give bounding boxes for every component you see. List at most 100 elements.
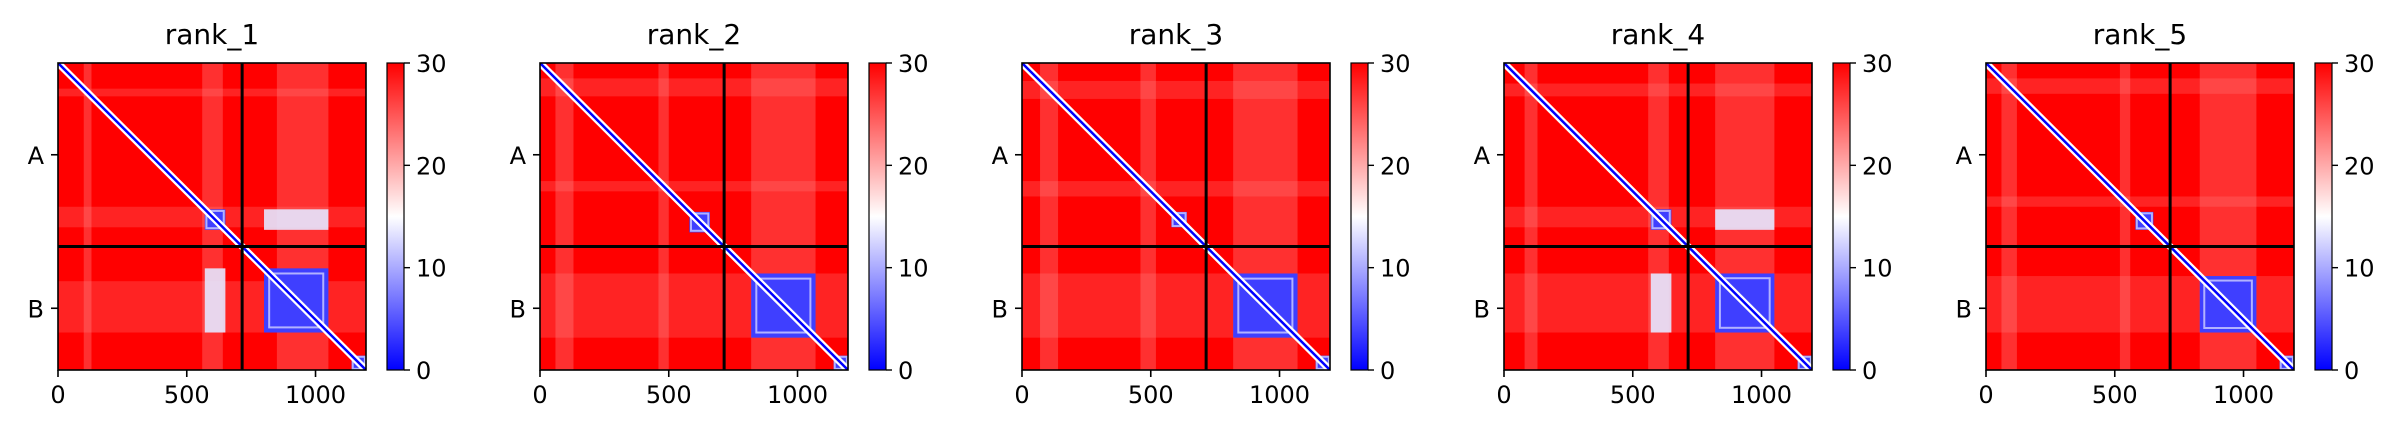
heatmap-panel-5: rank_5 0 500 1000 A B 0 10 20 30 [1956,18,2375,409]
heatmap-stripe-h [1022,80,1330,99]
colorbar-tick-label: 30 [898,50,929,78]
panel-title: rank_4 [1611,18,1705,51]
colorbar-tick-label: 20 [1862,152,1893,180]
colorbar-tick-label: 10 [1862,255,1893,283]
x-tick-label: 0 [1496,381,1511,409]
x-tick-label: 500 [1128,381,1174,409]
heatmap-diagonal [1504,63,1812,370]
colorbar-tick-label: 0 [898,357,913,385]
heatmap-offdiag-block [204,268,226,333]
panel-title: rank_1 [165,18,259,51]
x-tick-label: 0 [50,381,65,409]
heatmap-area [1504,63,1812,370]
heatmap-area [540,63,848,370]
heatmap-area [58,63,366,370]
colorbar-tick-label: 20 [2344,152,2375,180]
heatmap-panel-1: rank_1 0 500 1000 A B 0 10 20 30 [28,18,447,409]
x-tick-label: 1000 [1249,381,1310,409]
heatmap-domain-texture [2135,212,2153,230]
heatmap-domain-texture [1718,277,1771,329]
colorbar-tick-label: 20 [898,152,929,180]
colorbar-tick-label: 0 [1380,357,1395,385]
x-tick-label: 0 [532,381,547,409]
heatmap-domain-texture [690,212,710,232]
y-tick-label: B [28,295,44,323]
heatmap-area [1022,63,1330,370]
heatmap-diagonal [1986,63,2294,370]
heatmap-diagonal [540,63,848,370]
colorbar-tick-label: 30 [1380,50,1411,78]
heatmap-domain-texture [1315,355,1330,370]
colorbar-tick-label: 10 [416,255,447,283]
axes-frame [539,62,849,371]
y-tick-label: B [1956,295,1972,323]
colorbar-tick-label: 0 [1862,357,1877,385]
heatmap-domain-texture [268,272,325,329]
colorbar-tick-label: 20 [1380,152,1411,180]
x-tick-label: 1000 [1731,381,1792,409]
heatmap-stripe-h [1022,181,1330,197]
colorbar [868,62,887,371]
heatmap-domain-texture [755,277,812,334]
heatmap-stripe-v [2119,63,2131,370]
colorbar-tick-label: 10 [1380,255,1411,283]
y-tick-label: B [510,295,526,323]
heatmap-stripe-v [1040,63,1059,370]
colorbar [1832,62,1851,371]
heatmap-offdiag-block [1715,209,1775,230]
heatmap-panel-3: rank_3 0 500 1000 A B 0 10 20 30 [992,18,1411,409]
x-tick-label: 500 [1610,381,1656,409]
x-tick-label: 500 [2092,381,2138,409]
heatmap-domain-texture [205,209,225,230]
heatmap-area [1986,63,2294,370]
panel-title: rank_2 [647,18,741,51]
panel-title: rank_5 [2093,18,2187,51]
y-tick-label: B [992,295,1008,323]
colorbar-tick-label: 30 [1862,50,1893,78]
heatmap-domain-texture [1651,209,1671,230]
colorbar [2314,62,2333,371]
y-tick-label: B [1474,295,1490,323]
y-tick-label: A [1474,142,1491,170]
heatmap-stripe-h [1504,83,1812,97]
axes-frame [1503,62,1813,371]
axes-frame [1021,62,1331,371]
heatmap-domain-texture [351,355,366,370]
heatmap-stripe-v [2001,63,2017,370]
colorbar [386,62,405,371]
x-tick-label: 500 [164,381,210,409]
x-tick-label: 1000 [2213,381,2274,409]
colorbar-tick-label: 0 [2344,357,2359,385]
y-tick-label: A [992,142,1009,170]
colorbar-tick-label: 10 [2344,255,2375,283]
heatmap-stripe-h [1986,196,2294,207]
x-tick-label: 500 [646,381,692,409]
heatmap-stripe-h [1986,78,2294,94]
y-tick-label: A [510,142,527,170]
heatmap-diagonal [58,63,366,370]
heatmap-panel-4: rank_4 0 500 1000 A B 0 10 20 30 [1474,18,1893,409]
x-tick-label: 1000 [767,381,828,409]
heatmap-stripe-h [540,78,848,97]
heatmap-domain-texture [1171,212,1187,228]
heatmap-offdiag-block [1650,273,1672,333]
axes-frame [1985,62,2295,371]
heatmap-stripe-v [658,63,669,370]
heatmap-domain-texture [1237,277,1294,334]
heatmap-stripe-v [83,63,92,370]
colorbar-tick-label: 30 [2344,50,2375,78]
x-tick-label: 0 [1978,381,1993,409]
x-tick-label: 0 [1014,381,1029,409]
y-tick-label: A [28,142,45,170]
heatmap-domain-texture [2203,279,2253,330]
panel-title: rank_3 [1129,18,1223,51]
heatmap-domain-texture [2279,355,2294,370]
heatmap-stripe-h [58,88,366,97]
colorbar-tick-label: 30 [416,50,447,78]
axes-frame [57,62,367,371]
heatmap-stripe-v [555,63,574,370]
y-tick-label: A [1956,142,1973,170]
heatmap-panel-2: rank_2 0 500 1000 A B 0 10 20 30 [510,18,929,409]
heatmap-stripe-v [1524,63,1538,370]
